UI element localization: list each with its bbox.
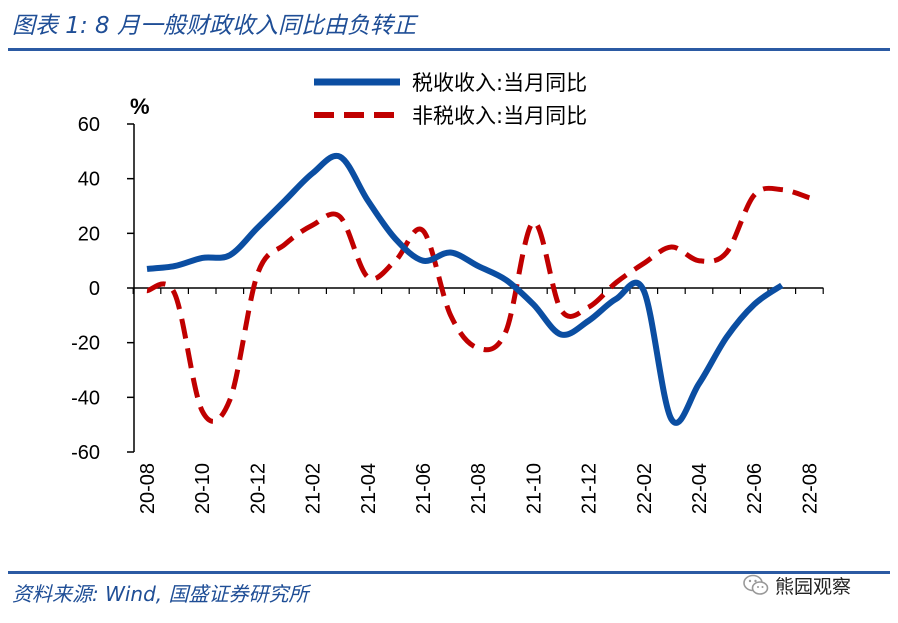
y-tick-label: 20 bbox=[78, 223, 100, 245]
y-tick-label: 40 bbox=[78, 169, 100, 191]
x-tick-label: 22-02 bbox=[634, 463, 656, 514]
wechat-icon bbox=[743, 574, 769, 595]
y-axis-unit: % bbox=[130, 94, 150, 119]
y-tick-label: 0 bbox=[89, 278, 100, 300]
x-tick-label: 21-12 bbox=[579, 463, 601, 514]
y-tick-label: -60 bbox=[71, 442, 100, 464]
x-tick-label: 20-10 bbox=[192, 463, 214, 514]
legend-label-tax: 税收收入:当月同比 bbox=[412, 71, 587, 95]
footer-rule bbox=[8, 571, 890, 574]
x-tick-label: 20-08 bbox=[137, 463, 159, 514]
y-tick-label: 60 bbox=[78, 114, 100, 136]
watermark: 熊园观察 bbox=[743, 568, 851, 602]
series-line-nontax bbox=[146, 185, 811, 424]
x-tick-label: 21-04 bbox=[358, 463, 380, 514]
chart-legend: 税收收入:当月同比 非税收入:当月同比 bbox=[314, 71, 587, 128]
y-tick-label: -40 bbox=[71, 387, 100, 409]
series-line-tax bbox=[146, 152, 784, 426]
watermark-text: 熊园观察 bbox=[775, 575, 852, 598]
x-tick-label: 21-08 bbox=[468, 463, 490, 514]
axes: 60 40 20 0 -20 -40 -60 20-08 20-10 20-12 21-02 21-0… bbox=[71, 114, 824, 514]
x-tick-label: 20-12 bbox=[247, 463, 269, 514]
line-chart: 税收收入:当月同比 非税收入:当月同比 % 60 40 20 0 -20 -40 -60 20… bbox=[71, 71, 824, 514]
x-tick-label: 21-02 bbox=[303, 463, 325, 514]
x-tick-label: 22-06 bbox=[744, 463, 766, 514]
header-rule bbox=[8, 48, 890, 51]
figure-title: 图表 1: 8 月一般财政收入同比由负转正 bbox=[12, 13, 416, 39]
x-tick-label: 22-08 bbox=[799, 463, 821, 514]
y-tick-label: -20 bbox=[71, 333, 100, 355]
legend-label-nontax: 非税收入:当月同比 bbox=[412, 104, 587, 128]
x-tick-label: 22-04 bbox=[689, 463, 711, 514]
series-lines bbox=[146, 152, 811, 426]
x-tick-label: 21-06 bbox=[413, 463, 435, 514]
x-tick-label: 21-10 bbox=[523, 463, 545, 514]
source-note: 资料来源: Wind, 国盛证券研究所 bbox=[12, 582, 309, 606]
